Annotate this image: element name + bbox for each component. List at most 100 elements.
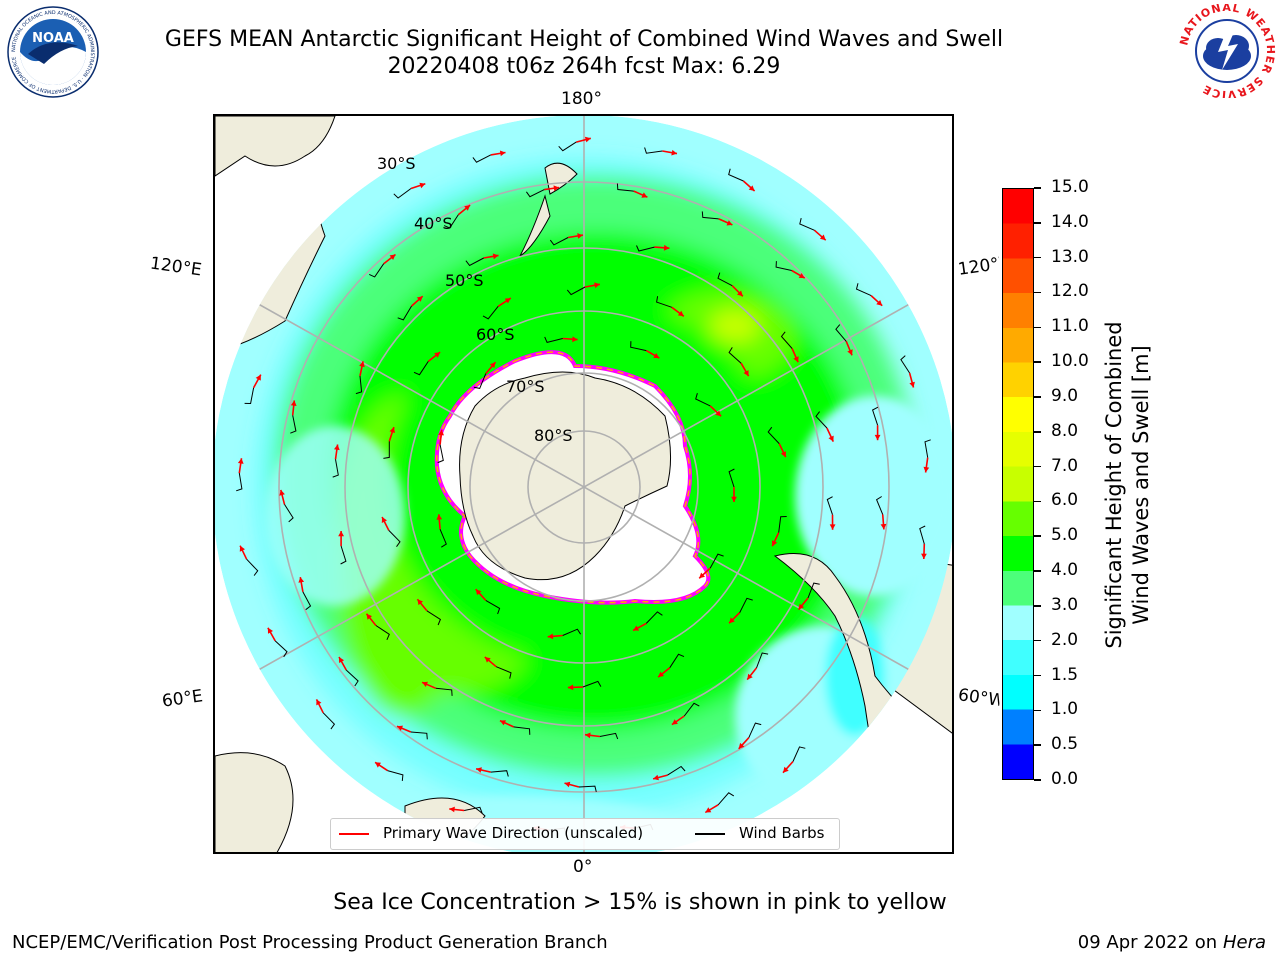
- wave-direction-arrowhead: [553, 185, 560, 192]
- wind-barb: [644, 147, 663, 154]
- wind-barb: [345, 669, 359, 687]
- colorbar-title: Significant Height of Combined Wind Wave…: [1101, 285, 1155, 685]
- wave-direction-arrowhead: [671, 719, 678, 725]
- wind-barb: [767, 426, 780, 444]
- lat-label-40s: 40°S: [414, 214, 453, 233]
- wave-direction-arrowhead: [880, 523, 887, 530]
- wind-barb: [332, 459, 339, 478]
- wind-barb: [717, 272, 733, 287]
- colorbar-tick: [1034, 605, 1041, 607]
- wind-barb: [919, 525, 926, 545]
- wind-barb: [236, 473, 243, 492]
- wind-barb: [566, 286, 586, 296]
- wind-barb: [558, 141, 577, 152]
- wind-barb: [393, 188, 412, 199]
- colorbar-tick: [1034, 222, 1041, 224]
- lon-label-120e: 120°E: [148, 253, 203, 281]
- wave-direction-arrowhead: [715, 410, 722, 417]
- wave-direction-arrowhead: [499, 150, 506, 157]
- wave-direction-arrowhead: [585, 732, 591, 739]
- wind-barb: [875, 496, 884, 515]
- colorbar-tick: [1034, 535, 1041, 537]
- noaa-logo-text: NOAA: [32, 31, 74, 46]
- wave-direction-arrowhead: [476, 767, 482, 773]
- wave-direction-arrowhead: [389, 427, 395, 433]
- wind-barb: [482, 305, 499, 320]
- wind-barb: [728, 468, 735, 488]
- wave-direction-arrowhead: [489, 362, 496, 369]
- wind-barb: [397, 305, 412, 321]
- wind-barb: [375, 625, 390, 640]
- wave-direction-arrowhead: [422, 681, 428, 687]
- wind-barb: [900, 355, 911, 374]
- colorbar-tick-label: 14.0: [1051, 211, 1089, 232]
- wind-barb: [513, 726, 531, 735]
- wave-direction-arrowhead: [793, 356, 799, 363]
- wind-barb: [388, 530, 401, 547]
- colorbar-tick: [1034, 291, 1041, 294]
- wave-direction-arrowhead: [633, 625, 640, 631]
- vector-layer: [236, 136, 931, 834]
- wind-barb: [322, 712, 336, 730]
- wave-direction-arrowhead: [731, 496, 737, 502]
- wind-barb: [778, 516, 787, 533]
- wind-barb: [780, 331, 793, 349]
- colorbar-tick: [1034, 361, 1041, 363]
- colorbar-tick: [1034, 779, 1041, 781]
- wave-direction-arrowhead: [699, 572, 705, 579]
- wind-barb: [383, 441, 390, 459]
- footer-date: 09 Apr 2022 on Hera: [1078, 932, 1266, 953]
- lat-label-50s: 50°S: [445, 271, 484, 290]
- colorbar-tick-label: 1.0: [1051, 699, 1079, 720]
- wave-direction-arrowhead: [567, 684, 574, 691]
- colorbar-tick-label: 15.0: [1051, 177, 1089, 197]
- wave-direction-arrowhead: [729, 617, 735, 624]
- wave-direction-arrowhead: [389, 254, 396, 260]
- lat-label-30s: 30°S: [377, 154, 416, 173]
- footer-date-text: 09 Apr 2022 on: [1077, 932, 1223, 953]
- wave-direction-arrowhead: [564, 781, 571, 788]
- wave-direction-arrowhead: [663, 244, 670, 251]
- wind-barb: [302, 591, 312, 611]
- wind-barb: [244, 387, 255, 405]
- wave-direction-arrowhead: [572, 336, 578, 343]
- wave-direction-arrowhead: [738, 742, 745, 749]
- wave-direction-arrowhead: [819, 234, 826, 241]
- sea-ice-note: Sea Ice Concentration > 15% is shown in …: [333, 890, 947, 915]
- chart-title: GEFS MEAN Antarctic Significant Height o…: [164, 27, 1004, 52]
- wave-direction-arrowhead: [334, 444, 340, 451]
- wave-direction-arrowhead: [653, 774, 659, 781]
- wave-direction-arrowhead: [484, 657, 491, 663]
- wind-barb: [274, 640, 288, 658]
- wave-direction-arrowhead: [748, 185, 755, 191]
- nws-logo: NATIONAL WEATHER SERVICE: [1178, 4, 1276, 98]
- colorbar: [1002, 188, 1034, 780]
- graticule: [215, 116, 952, 852]
- polar-map: 30°S 40°S 50°S 60°S 70°S 80°S: [213, 114, 954, 854]
- wave-direction-arrowhead: [923, 466, 930, 473]
- wave-direction-arrowhead: [577, 233, 583, 239]
- wave-direction-arrowhead: [653, 353, 660, 359]
- wind-barb: [835, 324, 847, 342]
- wind-barb: [756, 652, 769, 669]
- wave-direction-arrowhead: [828, 435, 834, 442]
- map-legend: Primary Wave Direction (unscaled) Wind B…: [330, 818, 840, 850]
- wind-barb: [464, 806, 483, 814]
- wave-direction-arrowhead: [584, 136, 591, 143]
- footer-credit: NCEP/EMC/Verification Post Processing Pr…: [12, 932, 608, 953]
- colorbar-title-line2: Wind Waves and Swell [m]: [1129, 345, 1153, 625]
- colorbar-tick-label: 13.0: [1051, 246, 1089, 267]
- wave-direction-arrowhead: [239, 545, 245, 552]
- wave-direction-arrowhead: [547, 633, 554, 640]
- wind-barb: [340, 545, 347, 565]
- wave-direction-arrowhead: [298, 577, 305, 583]
- wind-barb: [284, 504, 294, 523]
- legend-barb-label: Wind Barbs: [739, 824, 825, 842]
- wave-direction-arrowhead: [279, 489, 285, 496]
- colorbar-tick: [1034, 639, 1041, 642]
- wind-barb: [739, 597, 753, 613]
- colorbar-tick: [1034, 187, 1041, 189]
- wave-direction-arrowhead: [267, 627, 273, 634]
- wave-direction-arrowhead: [492, 253, 499, 260]
- wind-barb: [709, 553, 724, 569]
